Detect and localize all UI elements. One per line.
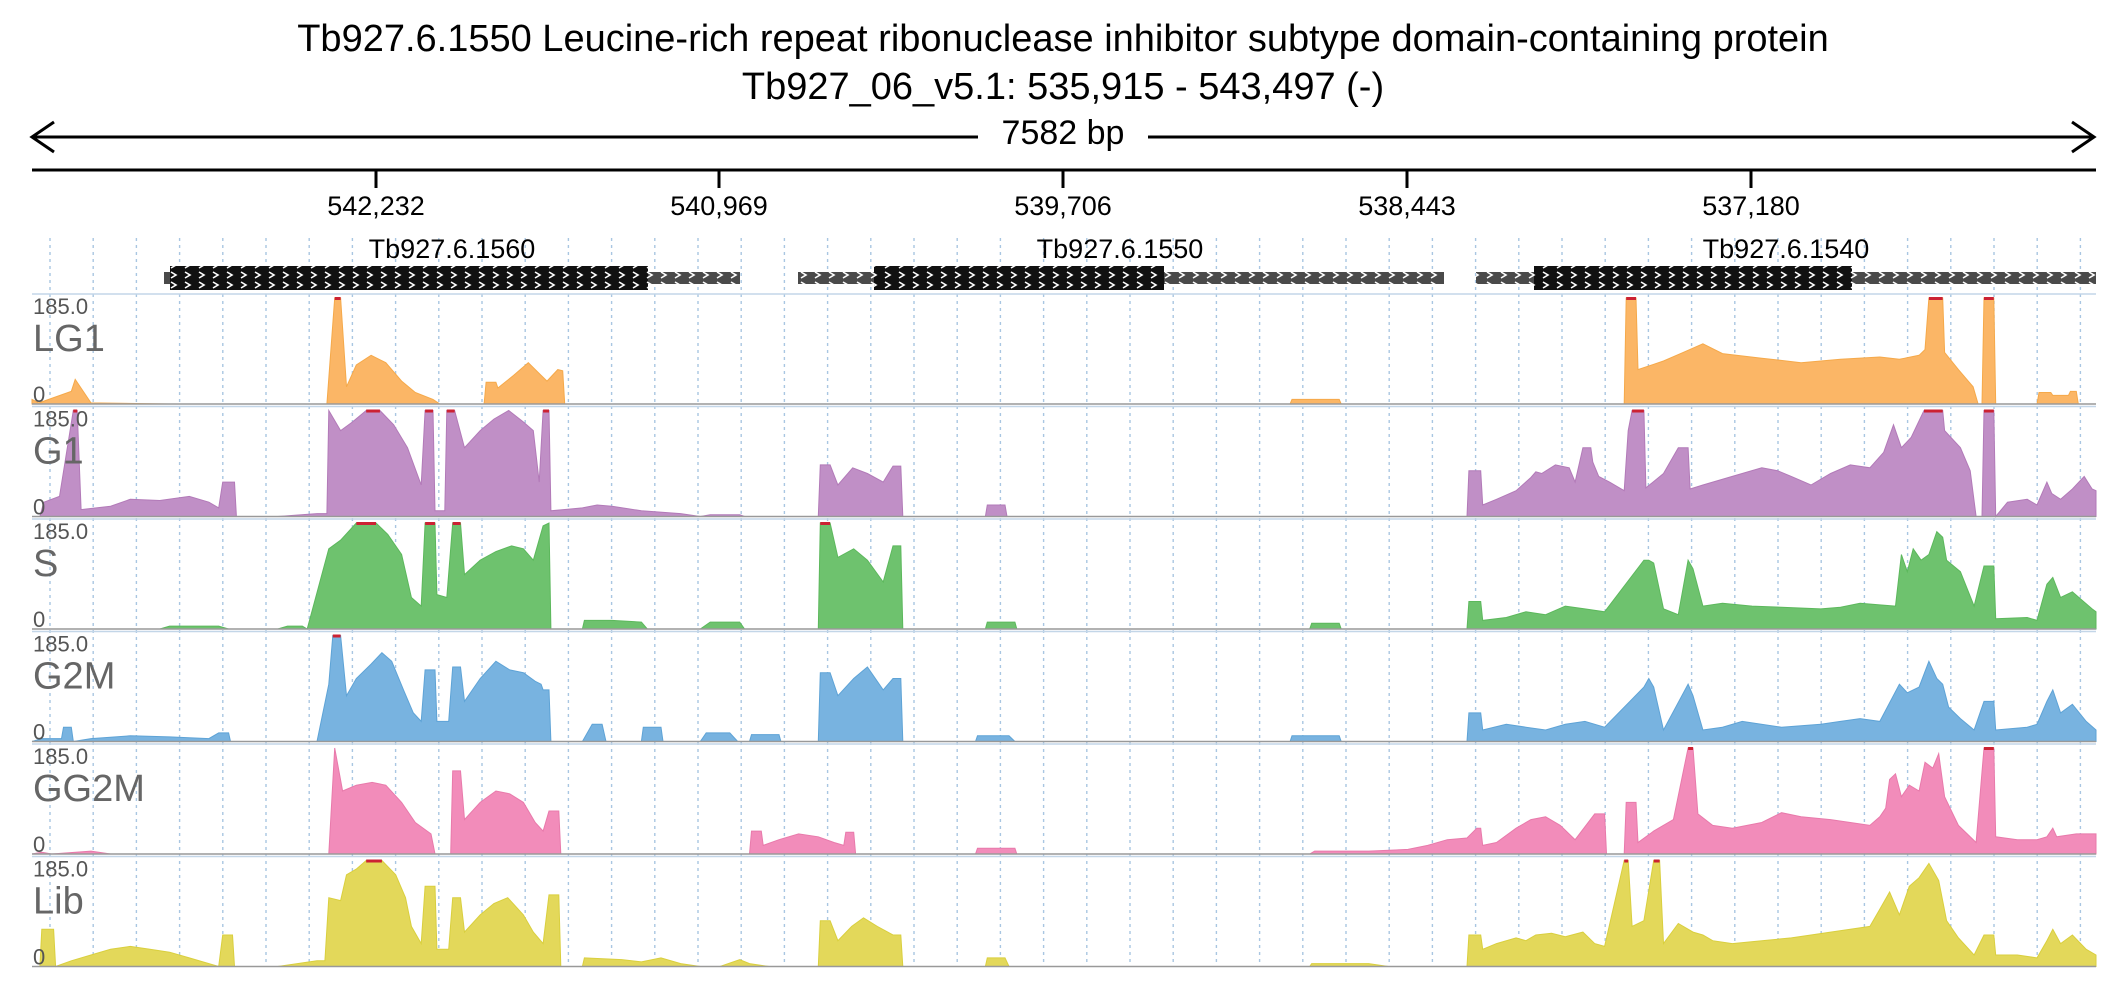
clipped-marker — [1983, 409, 1994, 413]
track-ymin-label: 0 — [33, 720, 45, 745]
coverage-area — [32, 860, 2097, 968]
track-ymax-label: 185.0 — [33, 519, 88, 544]
axis-tick-label: 542,232 — [327, 191, 425, 221]
clipped-marker — [366, 409, 380, 413]
gridlines — [49, 238, 2082, 965]
track-name: G1 — [33, 431, 84, 473]
clipped-marker — [1924, 409, 1943, 413]
track-ymin-label: 0 — [33, 382, 45, 407]
locus-label: Tb927_06_v5.1: 535,915 - 543,497 (-) — [741, 66, 1385, 108]
coverage-area — [31, 747, 2097, 855]
track-s: 185.0 0 S — [32, 518, 2097, 632]
track-ymax-label: 185.0 — [33, 294, 88, 319]
clipped-marker — [446, 409, 455, 413]
track-ymin-label: 0 — [33, 832, 45, 857]
gene-feature[interactable]: Tb927.6.1550 — [798, 234, 1444, 290]
gene-label[interactable]: Tb927.6.1540 — [1703, 234, 1870, 264]
span-length-label: 7582 bp — [978, 114, 1148, 153]
track-gg2m: 185.0 0 GG2M — [31, 743, 2097, 857]
axis-tick-label: 540,969 — [670, 191, 768, 221]
clipped-marker — [1983, 297, 1994, 300]
coverage-area — [31, 297, 2096, 405]
track-ymax-label: 185.0 — [33, 632, 88, 657]
clipped-marker — [452, 522, 461, 525]
strand-arrows — [1534, 266, 1852, 290]
strand-arrows — [170, 266, 648, 290]
clipped-marker — [1626, 297, 1637, 300]
coverage-area — [32, 408, 2097, 518]
track-ymax-label: 185.0 — [33, 407, 88, 432]
axis-tick-label: 538,443 — [1358, 191, 1456, 221]
clipped-marker — [332, 634, 341, 638]
clipped-marker — [425, 409, 434, 413]
track-name: LG1 — [33, 318, 105, 360]
clipped-marker — [425, 522, 435, 525]
coverage-area — [31, 635, 2097, 743]
track-name: Lib — [33, 881, 84, 923]
arrow-left-icon — [29, 120, 55, 154]
coverage-tracks: 185.00LG1185.00G1185.00S185.00G2M185.00G… — [31, 293, 2097, 970]
axis-tick-label: 539,706 — [1014, 191, 1112, 221]
clipped-marker — [820, 522, 831, 525]
coverage-area — [32, 522, 2097, 630]
track-g1: 185.0 0 G1 — [32, 405, 2097, 520]
gene-feature[interactable]: Tb927.6.1560 — [164, 234, 740, 290]
strand-arrows — [874, 266, 1164, 290]
gene-track[interactable]: Tb927.6.1560 Tb927.6.1550 Tb927.6.1540 — [164, 234, 2096, 290]
clipped-marker — [543, 409, 549, 413]
track-g2m: 185.0 0 G2M — [31, 630, 2097, 745]
clipped-marker — [334, 297, 341, 300]
gene-label[interactable]: Tb927.6.1560 — [369, 234, 536, 264]
gene-feature[interactable]: Tb927.6.1540 — [1476, 234, 2096, 290]
clipped-marker — [1624, 859, 1629, 863]
track-lg1: 185.0 0 LG1 — [31, 293, 2096, 407]
coordinate-axis: 542,232 540,969 539,706 538,443 537,180 — [32, 168, 2096, 221]
track-name: G2M — [33, 656, 115, 698]
arrow-right-icon — [2071, 120, 2097, 154]
track-ymin-label: 0 — [33, 945, 45, 970]
clipped-marker — [356, 522, 376, 525]
track-ymin-label: 0 — [33, 607, 45, 632]
gene-label[interactable]: Tb927.6.1550 — [1037, 234, 1204, 264]
track-name: GG2M — [33, 768, 145, 810]
clipped-marker — [1983, 747, 1994, 750]
track-ymax-label: 185.0 — [33, 744, 88, 769]
clipped-marker — [1928, 297, 1943, 300]
clipped-marker — [1632, 409, 1644, 413]
clipped-marker — [366, 859, 382, 863]
track-ymin-label: 0 — [33, 495, 45, 520]
track-name: S — [33, 543, 58, 585]
track-lib: 185.0 0 Lib — [32, 855, 2097, 970]
track-ymax-label: 185.0 — [33, 857, 88, 882]
clipped-marker — [1653, 859, 1660, 863]
axis-tick-label: 537,180 — [1702, 191, 1800, 221]
clipped-marker — [1688, 747, 1694, 750]
page-title: Tb927.6.1550 Leucine-rich repeat ribonuc… — [297, 18, 1829, 60]
clipped-marker — [73, 409, 78, 413]
